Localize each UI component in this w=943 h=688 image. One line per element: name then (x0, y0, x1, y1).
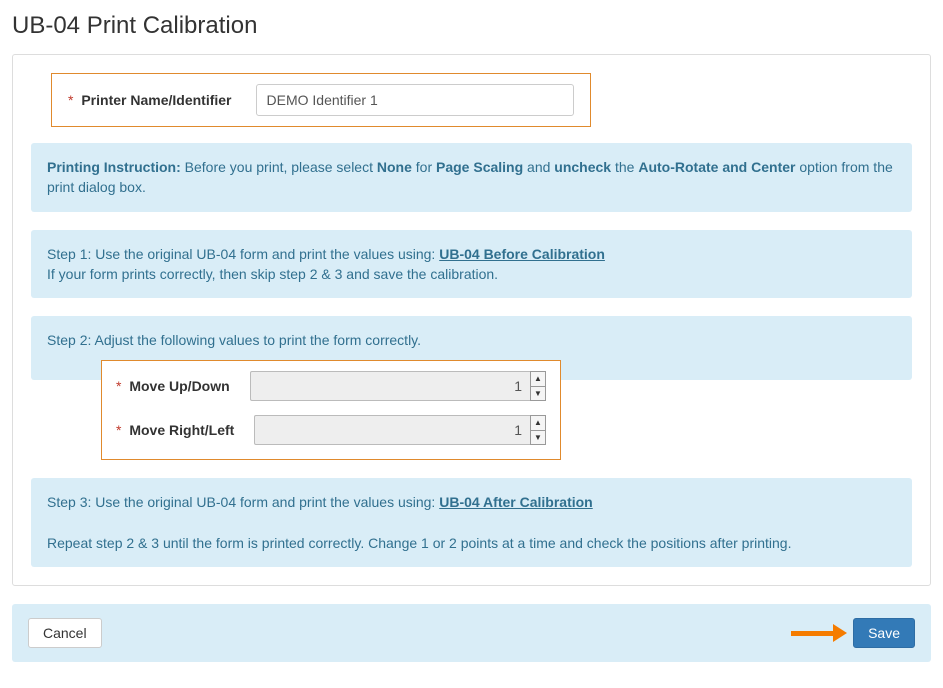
before-calibration-link[interactable]: UB-04 Before Calibration (439, 246, 605, 262)
move-rightleft-row: * Move Right/Left ▲ ▼ (116, 415, 546, 445)
step3-note: Repeat step 2 & 3 until the form is prin… (47, 535, 791, 551)
instr-b4: Auto-Rotate and Center (638, 159, 795, 175)
move-updown-row: * Move Up/Down ▲ ▼ (116, 371, 546, 401)
required-star: * (116, 378, 121, 394)
printing-instruction-box: Printing Instruction: Before you print, … (31, 143, 912, 212)
move-rightleft-label: Move Right/Left (129, 422, 234, 438)
save-button[interactable]: Save (853, 618, 915, 648)
footer-bar: Cancel Save (12, 604, 931, 662)
step1-text: Step 1: Use the original UB-04 form and … (47, 246, 439, 262)
step3-text: Step 3: Use the original UB-04 form and … (47, 494, 439, 510)
instr-b1: None (377, 159, 412, 175)
move-rl-step-up[interactable]: ▲ (530, 415, 546, 430)
move-rightleft-spinner: ▲ ▼ (254, 415, 546, 445)
move-rl-label-wrap: * Move Right/Left (116, 422, 234, 438)
page-title: UB-04 Print Calibration (12, 12, 931, 40)
move-ud-stepper-buttons: ▲ ▼ (530, 371, 546, 401)
move-ud-label-wrap: * Move Up/Down (116, 378, 230, 394)
adjustment-block: * Move Up/Down ▲ ▼ * Move Right/Left ▲ (101, 360, 561, 460)
save-arrow-annotation-icon (791, 624, 847, 642)
move-updown-spinner: ▲ ▼ (250, 371, 546, 401)
after-calibration-link[interactable]: UB-04 After Calibration (439, 494, 593, 510)
instr-b3: uncheck (554, 159, 611, 175)
step1-box: Step 1: Use the original UB-04 form and … (31, 230, 912, 299)
instr-t3: and (523, 159, 554, 175)
instruction-prefix: Printing Instruction: (47, 159, 181, 175)
move-updown-input[interactable] (250, 371, 530, 401)
instr-t4: the (611, 159, 638, 175)
step1-note: If your form prints correctly, then skip… (47, 266, 498, 282)
instr-t2: for (412, 159, 436, 175)
printer-name-label-wrap: * Printer Name/Identifier (68, 92, 232, 108)
required-star: * (68, 92, 73, 108)
footer-right: Save (791, 618, 915, 648)
printer-name-input[interactable] (256, 84, 575, 116)
step3-box: Step 3: Use the original UB-04 form and … (31, 478, 912, 567)
calibration-panel: * Printer Name/Identifier Printing Instr… (12, 54, 931, 586)
move-rightleft-input[interactable] (254, 415, 530, 445)
required-star: * (116, 422, 121, 438)
step2-text: Step 2: Adjust the following values to p… (47, 332, 421, 348)
printer-name-block: * Printer Name/Identifier (51, 73, 591, 127)
cancel-button[interactable]: Cancel (28, 618, 102, 648)
instr-t1: Before you print, please select (181, 159, 377, 175)
move-rl-step-down[interactable]: ▼ (530, 430, 546, 446)
move-ud-step-up[interactable]: ▲ (530, 371, 546, 386)
instr-b2: Page Scaling (436, 159, 523, 175)
move-ud-step-down[interactable]: ▼ (530, 386, 546, 402)
printer-name-label: Printer Name/Identifier (81, 92, 231, 108)
move-rl-stepper-buttons: ▲ ▼ (530, 415, 546, 445)
move-updown-label: Move Up/Down (129, 378, 229, 394)
